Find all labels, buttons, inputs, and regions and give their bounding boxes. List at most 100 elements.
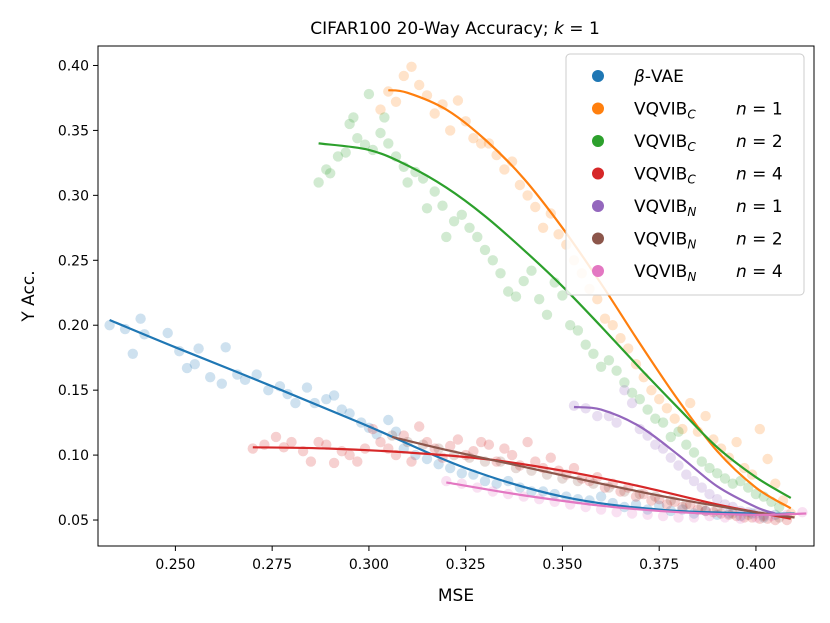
legend-entry: VQVIBN n = 2 (592, 230, 783, 252)
data-point (441, 475, 452, 487)
data-point (162, 327, 173, 339)
data-point (456, 209, 467, 220)
data-point (433, 459, 444, 470)
y-tick-label: 0.40 (58, 58, 89, 74)
chart-title: CIFAR100 20-Way Accuracy; k = 1 (310, 19, 600, 39)
data-point (437, 200, 448, 211)
data-point (650, 439, 661, 450)
data-point (572, 325, 584, 336)
data-point (483, 439, 495, 450)
data-point (700, 410, 711, 422)
data-point (673, 426, 684, 437)
data-point (611, 417, 622, 428)
data-point (595, 361, 607, 372)
data-point (677, 501, 688, 513)
legend-marker (592, 232, 604, 245)
data-point (619, 377, 630, 388)
data-point (611, 507, 622, 518)
data-point (762, 453, 773, 465)
data-point (626, 508, 638, 519)
x-tick-label: 0.350 (542, 557, 582, 573)
x-axis-label: MSE (438, 586, 474, 606)
data-point (286, 436, 297, 448)
legend-entry: β-VAE (592, 67, 684, 87)
legend-marker (592, 70, 604, 82)
data-point (568, 400, 580, 411)
data-point (348, 112, 359, 123)
data-point (270, 431, 282, 443)
data-point (712, 494, 723, 505)
data-point (220, 342, 231, 353)
data-point (696, 456, 707, 467)
legend-n-label: n = 4 (736, 165, 783, 185)
plot-frame (97, 45, 815, 547)
data-point (127, 348, 138, 359)
data-point (479, 475, 491, 487)
data-point (290, 397, 301, 409)
data-point (456, 468, 467, 479)
data-point (476, 436, 487, 448)
data-point (553, 229, 564, 240)
data-point (216, 378, 227, 389)
data-point (398, 70, 409, 82)
data-point (205, 372, 216, 383)
data-point (673, 512, 684, 523)
data-point (305, 456, 317, 467)
data-point (452, 95, 464, 106)
data-point (193, 343, 204, 354)
data-point (677, 423, 688, 435)
data-point (104, 320, 115, 331)
x-tick-label: 0.300 (349, 557, 389, 573)
data-point (468, 133, 479, 144)
y-tick-label: 0.25 (58, 253, 89, 269)
y-tick-label: 0.15 (58, 383, 89, 399)
data-point (344, 118, 355, 130)
legend-entry: VQVIBC n = 2 (592, 132, 783, 154)
data-point (181, 362, 193, 374)
data-point (688, 512, 700, 523)
data-point (534, 294, 545, 305)
data-point (383, 86, 394, 97)
legend-n-label: n = 2 (736, 132, 783, 152)
data-point (464, 222, 475, 233)
data-point (526, 265, 537, 276)
legend-n-label: n = 4 (736, 262, 783, 282)
data-point (665, 431, 676, 443)
legend-entry: VQVIBN n = 1 (592, 197, 783, 219)
data-point (623, 343, 634, 354)
series-fit-line-2 (318, 142, 792, 499)
x-tick-label: 0.275 (252, 557, 292, 573)
data-point (696, 482, 707, 493)
y-axis: 0.05 0.10 0.15 0.20 0.25 0.30 0.35 0.40 (58, 58, 98, 529)
data-point (592, 294, 603, 305)
data-point (495, 268, 506, 279)
data-point (537, 222, 549, 233)
data-point (735, 475, 746, 487)
y-tick-label: 0.05 (58, 513, 89, 529)
x-tick-label: 0.375 (639, 557, 679, 573)
data-point (499, 443, 510, 454)
data-point (735, 513, 746, 524)
data-point (506, 449, 518, 461)
data-point (313, 177, 324, 188)
data-point (704, 462, 715, 474)
data-point (414, 79, 425, 91)
data-point (406, 456, 417, 467)
series-points-3 (247, 421, 793, 526)
data-point (251, 369, 262, 380)
data-point (402, 177, 413, 188)
legend-label: VQVIBN (634, 230, 696, 252)
data-point (476, 138, 487, 149)
data-point (685, 397, 696, 409)
data-point (421, 453, 433, 465)
series-fit-line-5 (391, 435, 795, 519)
data-point (754, 513, 765, 524)
legend-label: VQVIBC (634, 165, 696, 187)
data-point (557, 290, 568, 301)
data-point (642, 509, 653, 520)
legend-marker (592, 135, 604, 147)
data-point (549, 496, 560, 507)
plot-area (104, 61, 808, 526)
data-point (657, 417, 669, 428)
